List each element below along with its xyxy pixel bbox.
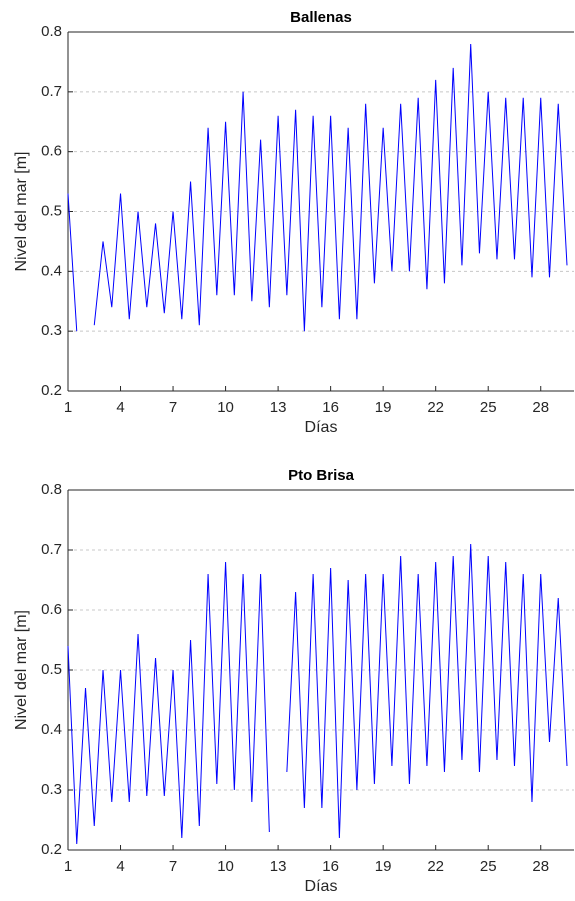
- y-tick-label: 0.8: [41, 481, 62, 498]
- y-tick-label: 0.5: [41, 202, 62, 219]
- y-tick-label: 0.3: [41, 322, 62, 339]
- y-tick-label: 0.2: [41, 841, 62, 858]
- data-line: [67, 543, 568, 845]
- x-tick-label: 1: [64, 858, 72, 875]
- y-tick-label: 0.8: [41, 23, 62, 40]
- y-tick-label: 0.6: [41, 143, 62, 160]
- x-tick-label: 16: [322, 399, 339, 416]
- data-line: [67, 43, 568, 332]
- y-tick-label: 0.6: [41, 601, 62, 618]
- x-tick-label: 7: [169, 858, 177, 875]
- y-tick-label: 0.7: [41, 83, 62, 100]
- chart-title: Pto Brisa: [288, 467, 355, 484]
- x-tick-label: 16: [322, 858, 339, 875]
- x-axis-label: Días: [305, 419, 338, 436]
- x-tick-label: 22: [427, 399, 444, 416]
- x-tick-label: 13: [270, 399, 287, 416]
- x-tick-label: 28: [532, 858, 549, 875]
- x-tick-label: 25: [480, 399, 497, 416]
- x-tick-label: 25: [480, 858, 497, 875]
- chart-title: Ballenas: [290, 9, 352, 26]
- x-tick-label: 22: [427, 858, 444, 875]
- x-tick-label: 4: [116, 399, 124, 416]
- x-tick-label: 10: [217, 858, 234, 875]
- y-tick-label: 0.2: [41, 382, 62, 399]
- x-tick-label: 10: [217, 399, 234, 416]
- x-tick-label: 19: [375, 858, 392, 875]
- x-tick-label: 7: [169, 399, 177, 416]
- x-tick-label: 4: [116, 858, 124, 875]
- y-tick-label: 0.3: [41, 781, 62, 798]
- y-tick-label: 0.4: [41, 721, 62, 738]
- y-tick-label: 0.5: [41, 661, 62, 678]
- x-tick-label: 13: [270, 858, 287, 875]
- y-tick-label: 0.4: [41, 262, 62, 279]
- x-tick-label: 1: [64, 399, 72, 416]
- x-tick-label: 28: [532, 399, 549, 416]
- y-axis-label: Nivel del mar [m]: [13, 151, 30, 271]
- y-axis-label: Nivel del mar [m]: [13, 610, 30, 730]
- x-tick-label: 19: [375, 399, 392, 416]
- y-tick-label: 0.7: [41, 541, 62, 558]
- x-axis-label: Días: [305, 878, 338, 895]
